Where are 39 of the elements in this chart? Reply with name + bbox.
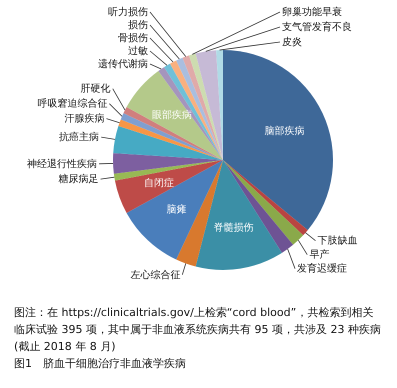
slice-label: 支气管发育不良 <box>282 21 352 33</box>
slice-label: 神经退行性疾病 <box>27 158 98 170</box>
slice-label: 骨损伤 <box>118 32 148 44</box>
slice-label: 肝硬化 <box>80 82 111 95</box>
slice-label: 下肢缺血 <box>318 234 358 247</box>
slice-label: 左心综合征 <box>130 268 180 281</box>
slice-label: 眼部疾病 <box>152 108 192 121</box>
slice-label: 皮炎 <box>282 36 302 48</box>
slice-label: 遗传代谢病 <box>98 58 148 70</box>
slice-label: 卵巢功能早衰 <box>282 6 342 18</box>
slice-label: 发育迟缓症 <box>297 262 348 275</box>
slice-label: 过敏 <box>128 45 148 57</box>
slice-label: 听力损伤 <box>108 6 148 18</box>
pie-slice <box>126 160 223 260</box>
slice-label: 汗腺疾病 <box>64 112 104 125</box>
pie-slice <box>223 50 333 230</box>
pie-slice <box>223 160 294 253</box>
pie-slice <box>223 160 304 245</box>
slice-label: 脊髓损伤 <box>214 221 254 234</box>
slice-label: 脑瘫 <box>166 204 186 216</box>
pie-slice <box>114 160 223 213</box>
slice-label: 糖尿病足 <box>58 173 99 186</box>
pie-slice <box>196 160 282 270</box>
pie-slice <box>182 55 223 160</box>
pie-slice <box>196 50 223 160</box>
pie-slice <box>118 120 223 160</box>
pie-slice <box>176 160 223 267</box>
slice-label: 脑部疾病 <box>264 124 305 137</box>
slice-label: 抗癌主病 <box>59 131 100 144</box>
pie-slice <box>113 126 223 160</box>
slice-label: 损伤 <box>128 19 148 31</box>
pie-slice <box>126 71 223 160</box>
text: 图1 脐血干细胞治疗非血液学疾病 <box>14 356 187 372</box>
pie-slice <box>113 153 223 174</box>
text: 图注：在 https://clinicaltrials.gov/上检索“cord blood”，共检索到相关临床试验 395 项，其中属于非血液系统疾病共有 95 项，共涉及 23 种疾病(截止 2018 年 8 月) <box>14 305 382 355</box>
slice-label: 自闭症 <box>144 177 174 190</box>
pie-slice <box>223 160 308 236</box>
slice-label: 呼吸窘迫综合征 <box>37 98 108 110</box>
slice-label: 早产 <box>309 248 330 261</box>
